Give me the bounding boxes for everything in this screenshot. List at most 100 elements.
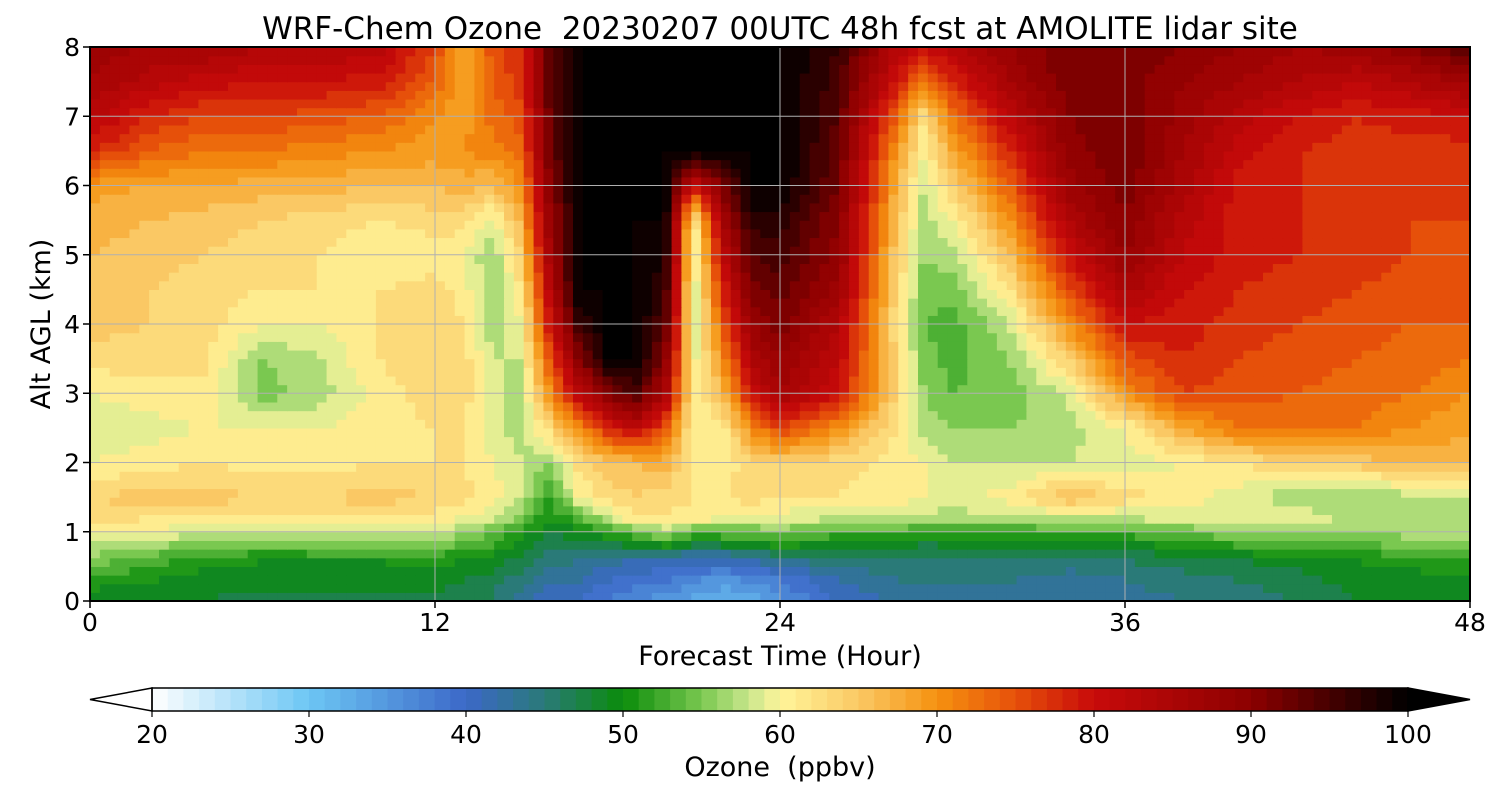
- heatmap-cell: [1154, 505, 1166, 516]
- heatmap-cell: [385, 505, 397, 516]
- heatmap-cell: [257, 505, 269, 516]
- heatmap-cell: [1056, 306, 1067, 316]
- heatmap-cell: [681, 575, 692, 585]
- heatmap-cell: [878, 315, 890, 325]
- heatmap-cell: [780, 531, 791, 542]
- heatmap-cell: [701, 531, 712, 542]
- heatmap-cell: [435, 341, 446, 351]
- heatmap-cell: [868, 349, 880, 360]
- heatmap-cell: [878, 393, 890, 403]
- heatmap-cell: [701, 445, 712, 455]
- heatmap-cell: [454, 566, 466, 576]
- heatmap-cell: [159, 445, 170, 455]
- heatmap-cell: [898, 523, 909, 533]
- heatmap-cell: [661, 332, 673, 342]
- heatmap-cell: [464, 445, 476, 455]
- heatmap-cell: [297, 488, 308, 498]
- heatmap-cell: [888, 514, 899, 524]
- heatmap-cell: [1322, 592, 1333, 601]
- heatmap-cell: [326, 298, 338, 308]
- heatmap-cell: [1381, 298, 1392, 308]
- heatmap-cell: [415, 497, 426, 507]
- heatmap-cell: [1075, 419, 1087, 429]
- heatmap-cell: [1272, 566, 1284, 576]
- heatmap-cell: [849, 393, 860, 403]
- heatmap-cell: [277, 306, 288, 316]
- heatmap-cell: [671, 592, 683, 601]
- heatmap-cell: [198, 549, 209, 559]
- heatmap-cell: [1085, 349, 1097, 360]
- heatmap-cell: [1341, 332, 1353, 342]
- heatmap-cell: [1174, 575, 1185, 585]
- heatmap-cell: [425, 289, 436, 299]
- heatmap-cell: [937, 575, 949, 585]
- heatmap-cell: [898, 401, 909, 412]
- heatmap-cell: [523, 358, 535, 368]
- heatmap-cell: [277, 453, 288, 464]
- heatmap-cell: [1263, 462, 1274, 472]
- heatmap-cell: [513, 445, 525, 455]
- heatmap-cell: [1184, 497, 1195, 507]
- heatmap-cell: [444, 393, 456, 403]
- heatmap-cell: [1243, 445, 1254, 455]
- heatmap-cell: [366, 445, 377, 455]
- heatmap-cell: [178, 341, 190, 351]
- heatmap-cell: [464, 358, 476, 368]
- heatmap-cell: [642, 298, 653, 308]
- heatmap-cell: [178, 289, 190, 299]
- heatmap-cell: [395, 514, 407, 524]
- heatmap-cell: [425, 453, 436, 464]
- heatmap-cell: [1115, 349, 1126, 360]
- heatmap-cell: [1115, 497, 1126, 507]
- heatmap-cell: [1430, 557, 1442, 567]
- heatmap-cell: [1154, 393, 1166, 403]
- heatmap-cell: [799, 332, 811, 342]
- heatmap-cell: [1203, 315, 1215, 325]
- heatmap-cell: [168, 575, 180, 585]
- heatmap-cell: [1371, 306, 1382, 316]
- heatmap-cell: [1420, 445, 1432, 455]
- heatmap-cell: [1263, 384, 1274, 394]
- heatmap-cell: [651, 401, 663, 412]
- heatmap-cell: [839, 453, 850, 464]
- heatmap-cell: [1115, 341, 1126, 351]
- heatmap-cell: [1243, 523, 1254, 533]
- heatmap-cell: [425, 436, 436, 446]
- heatmap-cell: [691, 306, 702, 316]
- heatmap-cell: [1095, 332, 1106, 342]
- heatmap-cell: [730, 393, 742, 403]
- heatmap-cell: [494, 583, 505, 593]
- heatmap-cell: [1302, 575, 1313, 585]
- heatmap-cell: [139, 479, 150, 490]
- heatmap-cell: [1203, 358, 1215, 368]
- heatmap-cell: [947, 393, 959, 403]
- heatmap-cell: [326, 531, 338, 542]
- heatmap-cell: [711, 514, 722, 524]
- heatmap-cell: [573, 479, 584, 490]
- heatmap-cell: [1332, 445, 1343, 455]
- heatmap-cell: [908, 401, 919, 412]
- heatmap-cell: [1006, 324, 1018, 334]
- heatmap-cell: [247, 375, 259, 386]
- heatmap-cell: [1125, 427, 1136, 438]
- heatmap-cell: [1302, 479, 1313, 490]
- heatmap-cell: [297, 410, 308, 420]
- heatmap-cell: [1253, 575, 1264, 585]
- heatmap-cell: [1410, 505, 1422, 516]
- heatmap-cell: [1371, 575, 1382, 585]
- heatmap-cell: [1223, 341, 1235, 351]
- heatmap-cell: [513, 427, 525, 438]
- heatmap-cell: [868, 549, 880, 559]
- heatmap-cell: [927, 557, 939, 567]
- heatmap-cell: [1154, 332, 1166, 342]
- heatmap-cell: [711, 479, 722, 490]
- heatmap-cell: [287, 419, 298, 429]
- heatmap-cell: [484, 375, 495, 386]
- heatmap-cell: [1134, 557, 1146, 567]
- heatmap-cell: [395, 367, 407, 377]
- heatmap-cell: [1381, 401, 1392, 412]
- heatmap-cell: [730, 315, 742, 325]
- heatmap-cell: [425, 375, 436, 386]
- heatmap-cell: [1401, 419, 1412, 429]
- heatmap-cell: [454, 575, 466, 585]
